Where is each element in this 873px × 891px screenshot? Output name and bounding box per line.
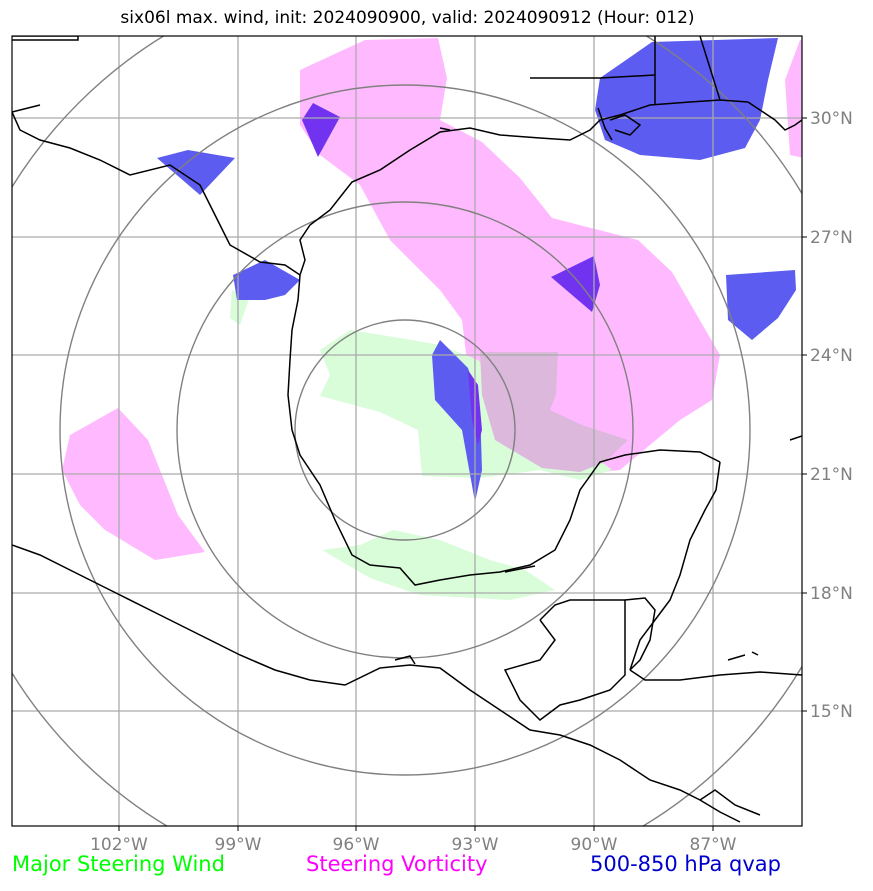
state-border-la	[530, 74, 656, 79]
qvap-region-east	[726, 270, 796, 340]
mexico-pacific-coast	[12, 544, 741, 823]
vorticity-region-main	[300, 38, 720, 475]
wind-region-south	[322, 530, 555, 600]
lat-label-27: 27°N	[810, 228, 853, 248]
legend: Major Steering Wind Steering Vorticity 5…	[0, 852, 873, 882]
qvap-region-north	[595, 38, 778, 160]
vorticity-region-northeast	[785, 40, 802, 158]
gulf-coastline	[12, 99, 749, 277]
state-border-nw	[12, 36, 79, 41]
lon-labels: 102°W 99°W 96°W 93°W 90°W 87°W	[90, 835, 737, 855]
coastlines	[12, 36, 802, 823]
overlap-purple-2	[551, 256, 600, 312]
central-america-caribbean	[629, 669, 802, 681]
mexico-gulf-coast	[287, 274, 721, 586]
lon-label-96: 96°W	[333, 835, 380, 855]
guatemala-border	[503, 599, 626, 721]
yucatan-east-coast	[629, 461, 721, 671]
legend-wind: Major Steering Wind	[12, 852, 225, 876]
plot-title: six06l max. wind, init: 2024090900, vali…	[120, 8, 695, 28]
lon-label-87: 87°W	[690, 835, 737, 855]
lat-label-21: 21°N	[810, 465, 853, 485]
lon-label-90: 90°W	[571, 835, 618, 855]
cuba-coast	[789, 435, 802, 441]
lon-label-102: 102°W	[90, 835, 148, 855]
tick-marks	[118, 117, 807, 831]
lat-labels: 30°N 27°N 24°N 21°N 18°N 15°N	[810, 109, 853, 722]
ring-1	[294, 319, 516, 541]
vorticity-region-west	[62, 408, 205, 560]
qvap-layer	[157, 38, 796, 502]
qvap-region-nw	[157, 150, 235, 195]
state-border-al	[699, 36, 721, 101]
honduras-islands	[727, 651, 759, 661]
lat-label-30: 30°N	[810, 109, 853, 129]
mississippi-delta	[597, 107, 613, 141]
legend-vorticity: Steering Vorticity	[306, 852, 488, 876]
florida-coast	[747, 101, 802, 131]
lat-label-18: 18°N	[810, 584, 853, 604]
map-frame	[11, 35, 803, 827]
grid-lines	[12, 36, 802, 826]
lon-label-99: 99°W	[215, 835, 262, 855]
legend-qvap: 500-850 hPa qvap	[590, 852, 781, 876]
lat-label-24: 24°N	[810, 346, 853, 366]
lat-label-15: 15°N	[810, 702, 853, 722]
lon-label-93: 93°W	[452, 835, 499, 855]
pacific-islands	[394, 655, 416, 665]
nicaragua-coast	[699, 789, 761, 816]
overlap-region	[480, 352, 628, 472]
ring-3	[59, 84, 751, 776]
lake-pontchartrain	[609, 114, 642, 136]
belize-border	[624, 597, 656, 671]
lagoon-marks	[439, 127, 536, 573]
overlap-purple-1	[302, 103, 340, 157]
us-mexico-border	[12, 104, 41, 113]
qvap-region-texas	[233, 260, 300, 300]
